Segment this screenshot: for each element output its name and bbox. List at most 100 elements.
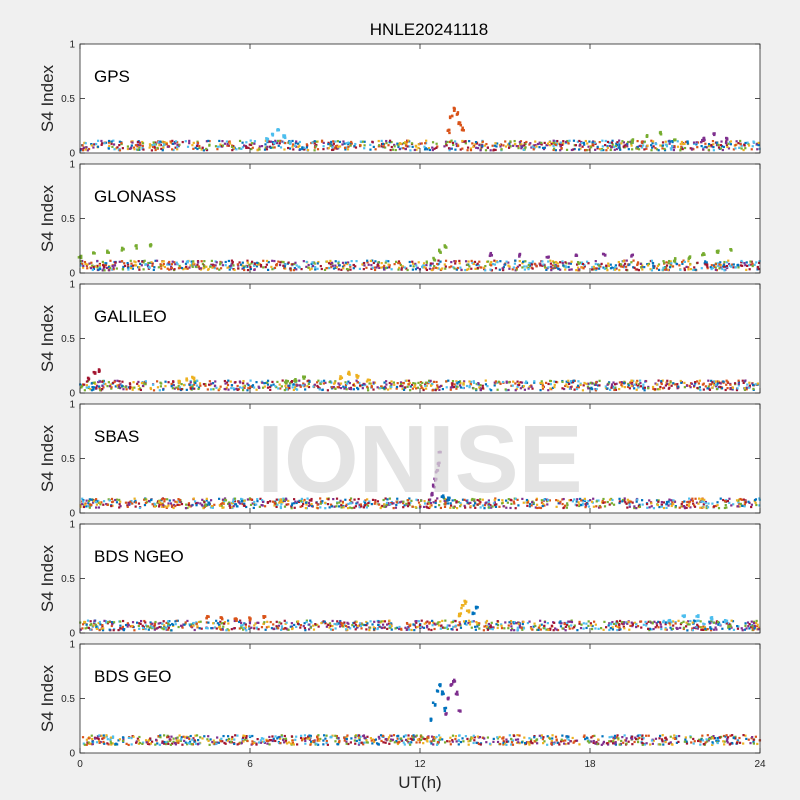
noise-point <box>261 504 264 507</box>
noise-point <box>110 386 113 389</box>
noise-point <box>420 626 424 629</box>
noise-point <box>92 388 95 391</box>
noise-point <box>95 503 99 506</box>
noise-point <box>420 386 423 389</box>
noise-point <box>280 385 283 388</box>
noise-point <box>336 623 339 626</box>
noise-point <box>558 502 561 505</box>
noise-point <box>171 139 174 142</box>
noise-point <box>378 266 381 270</box>
noise-point <box>380 139 383 143</box>
noise-point <box>482 629 485 632</box>
noise-point <box>348 381 351 385</box>
noise-point <box>195 384 199 387</box>
noise-point <box>185 388 188 391</box>
noise-point <box>463 620 466 623</box>
data-point <box>725 619 729 623</box>
noise-point <box>108 628 111 631</box>
noise-point <box>432 388 435 392</box>
noise-point <box>343 387 346 390</box>
noise-point <box>174 504 177 508</box>
noise-point <box>527 263 530 267</box>
noise-point <box>139 388 143 392</box>
noise-point <box>547 498 550 502</box>
noise-point <box>356 386 359 390</box>
noise-point <box>328 622 332 625</box>
noise-point <box>719 623 722 626</box>
noise-point <box>192 497 195 500</box>
data-point <box>631 141 634 144</box>
noise-point <box>585 626 588 630</box>
noise-point <box>507 146 511 149</box>
noise-point <box>723 499 727 503</box>
noise-point <box>392 502 395 505</box>
noise-point <box>248 625 251 628</box>
noise-point <box>186 145 190 148</box>
noise-point <box>253 268 256 272</box>
noise-point <box>575 387 579 391</box>
noise-point <box>383 505 386 508</box>
noise-point <box>494 267 498 270</box>
noise-point <box>737 384 740 387</box>
noise-point <box>501 380 505 384</box>
noise-point <box>602 628 605 631</box>
noise-point <box>525 140 528 144</box>
data-point <box>688 256 692 260</box>
noise-point <box>307 263 310 267</box>
noise-point <box>579 382 582 385</box>
data-point <box>446 499 449 502</box>
noise-point <box>117 628 120 632</box>
noise-point <box>367 263 370 266</box>
noise-point <box>409 623 412 626</box>
noise-point <box>461 147 464 150</box>
noise-point <box>320 140 324 143</box>
noise-point <box>81 149 85 152</box>
noise-point <box>545 268 548 271</box>
noise-point <box>332 142 335 145</box>
noise-point <box>89 628 92 631</box>
noise-point <box>521 260 525 263</box>
noise-point <box>110 387 113 390</box>
data-point <box>235 619 238 622</box>
data-point <box>366 379 370 382</box>
noise-point <box>626 506 629 509</box>
noise-point <box>518 384 521 387</box>
noise-point <box>671 627 674 630</box>
noise-point <box>157 266 160 269</box>
noise-point <box>408 503 411 507</box>
noise-point <box>577 501 580 504</box>
noise-point <box>600 148 604 151</box>
noise-point <box>689 263 692 266</box>
noise-point <box>559 144 562 148</box>
noise-point <box>655 499 659 502</box>
noise-point <box>238 261 241 264</box>
noise-point <box>363 261 366 265</box>
noise-point <box>533 381 536 384</box>
noise-point <box>692 142 696 145</box>
noise-point <box>500 627 504 630</box>
noise-point <box>636 140 639 143</box>
noise-point <box>377 623 380 627</box>
noise-point <box>750 623 753 627</box>
noise-point <box>310 267 313 270</box>
noise-point <box>112 143 116 146</box>
noise-point <box>664 143 667 146</box>
noise-point <box>467 619 471 622</box>
noise-point <box>246 268 250 272</box>
noise-point <box>561 387 564 390</box>
noise-point <box>438 621 441 624</box>
noise-point <box>583 265 586 268</box>
noise-point <box>151 145 155 149</box>
noise-point <box>729 143 732 146</box>
noise-point <box>399 382 403 386</box>
noise-point <box>158 503 161 506</box>
noise-point <box>719 266 722 269</box>
noise-point <box>484 149 488 152</box>
noise-point <box>389 623 392 626</box>
noise-point <box>264 146 267 149</box>
noise-point <box>619 265 623 268</box>
noise-point <box>243 502 246 505</box>
noise-point <box>552 144 555 148</box>
noise-point <box>327 623 330 627</box>
noise-point <box>167 504 170 507</box>
